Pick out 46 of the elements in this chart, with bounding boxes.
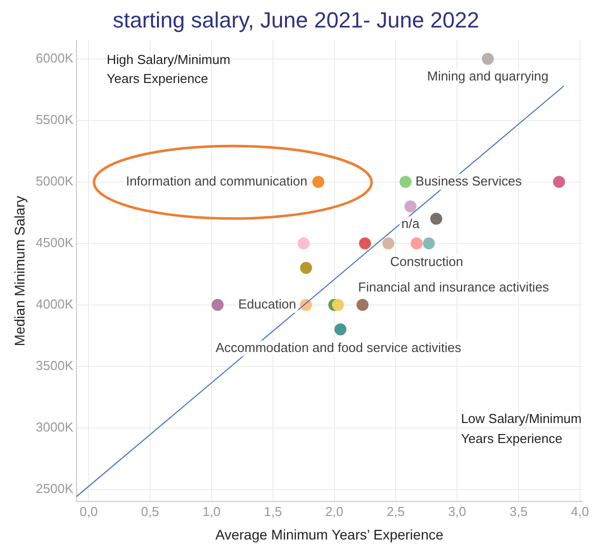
point <box>334 323 346 336</box>
x-tick-label: 3,0 <box>448 504 466 519</box>
y-tick-label: 5500K <box>36 112 74 127</box>
point <box>430 212 442 225</box>
x-axis-title: Average Minimum Years’ Experience <box>215 526 444 542</box>
x-tick-label: 3,5 <box>509 504 528 519</box>
point <box>553 176 566 188</box>
annotation: Accommodation and food service activities <box>216 340 462 355</box>
x-tick-label: 4,0 <box>570 504 589 519</box>
y-tick-label: 6000K <box>36 50 74 66</box>
point <box>400 176 412 188</box>
annotation: Construction <box>390 254 464 269</box>
annotation: Information and communication <box>126 173 308 188</box>
point <box>382 237 394 250</box>
point <box>410 237 423 250</box>
y-tick-label: 4000K <box>36 296 74 312</box>
x-tick-label: 2,5 <box>386 504 405 519</box>
annotation: Financial and insurance activities <box>358 279 550 294</box>
x-tick-label: 0,5 <box>141 504 160 519</box>
annotation: Business Services <box>416 173 522 188</box>
y-axis-title: Median Minimum Salary <box>11 196 28 346</box>
annotation: n/a <box>401 216 420 232</box>
chart-title: starting salary, June 2021- June 2022 <box>112 7 480 32</box>
x-tick-label: 1,0 <box>202 504 221 519</box>
point <box>300 262 312 274</box>
point <box>356 298 369 311</box>
point <box>422 237 435 250</box>
y-tick-label: 2500K <box>36 480 74 496</box>
point <box>312 176 324 188</box>
annotation: Education <box>238 296 296 312</box>
annotation: Low Salary/Minimum Years Experience <box>460 410 583 448</box>
annotation: High Salary/Minimum Years Experience <box>106 50 232 88</box>
point <box>404 200 416 212</box>
y-tick-label: 5000K <box>36 173 74 188</box>
point <box>359 237 371 250</box>
y-tick-label: 4500K <box>36 234 74 250</box>
x-tick-label: 2,0 <box>325 504 344 519</box>
y-tick-label: 3500K <box>36 358 74 373</box>
annotation: Mining and quarrying <box>427 68 549 84</box>
x-tick-label: 1,5 <box>264 504 282 519</box>
point <box>212 298 224 311</box>
y-tick-label: 3000K <box>36 419 74 434</box>
x-tick-label: 0,0 <box>80 504 98 519</box>
point <box>482 52 494 65</box>
point <box>332 298 344 311</box>
point <box>298 237 310 250</box>
